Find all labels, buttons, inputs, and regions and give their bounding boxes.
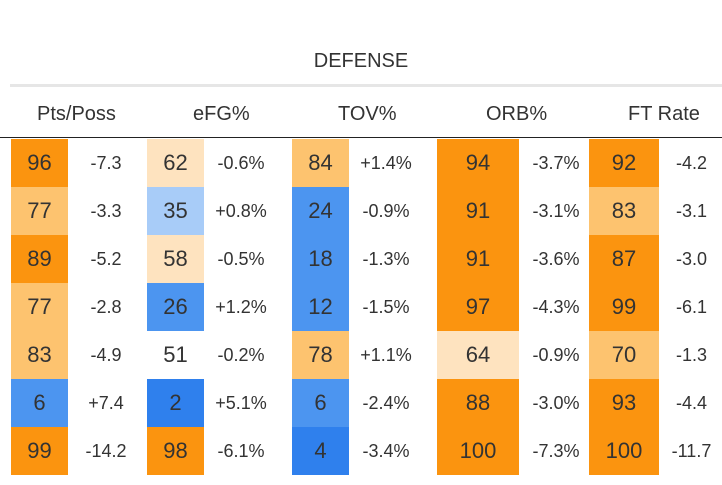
percentile-cell: 84	[292, 139, 349, 187]
change-cell: -6.1	[675, 296, 708, 317]
change-cell: -7.3%	[532, 440, 580, 461]
change-cell: -14.2	[85, 440, 127, 461]
percentile-cell: 94	[437, 139, 519, 187]
percentile-cell: 77	[11, 283, 68, 331]
change-cell: -1.3	[675, 344, 708, 365]
percentile-cell: 4	[292, 427, 349, 475]
percentile-cell: 2	[147, 379, 204, 427]
column-header-ft-rate[interactable]: FT Rate	[628, 103, 700, 125]
percentile-cell: 99	[589, 283, 659, 331]
change-cell: +1.2%	[215, 296, 267, 317]
change-cell: -3.0%	[532, 392, 580, 413]
percentile-cell: 100	[437, 427, 519, 475]
percentile-cell: 12	[292, 283, 349, 331]
change-cell: -3.1	[675, 200, 708, 221]
change-cell: -4.9	[90, 344, 122, 365]
percentile-cell: 88	[437, 379, 519, 427]
column-header-tov[interactable]: TOV%	[338, 103, 397, 125]
percentile-cell: 93	[589, 379, 659, 427]
percentile-cell: 97	[437, 283, 519, 331]
change-cell: +1.1%	[360, 344, 412, 365]
column-header-pts-poss[interactable]: Pts/Poss	[37, 103, 116, 125]
percentile-cell: 24	[292, 187, 349, 235]
change-cell: -3.1%	[532, 200, 580, 221]
column-header-efg[interactable]: eFG%	[193, 103, 250, 125]
change-cell: -3.7%	[532, 152, 580, 173]
change-cell: +7.4	[88, 392, 124, 413]
change-cell: -5.2	[90, 248, 122, 269]
percentile-cell: 87	[589, 235, 659, 283]
change-cell: -0.9%	[362, 200, 410, 221]
change-cell: -0.6%	[217, 152, 265, 173]
change-cell: -0.5%	[217, 248, 265, 269]
percentile-cell: 77	[11, 187, 68, 235]
change-cell: -4.2	[675, 152, 708, 173]
percentile-cell: 6	[11, 379, 68, 427]
change-cell: +5.1%	[215, 392, 267, 413]
change-cell: +0.8%	[215, 200, 267, 221]
percentile-cell: 98	[147, 427, 204, 475]
title-divider	[10, 84, 722, 87]
percentile-cell: 92	[589, 139, 659, 187]
column-header-orb[interactable]: ORB%	[486, 103, 548, 125]
header-divider	[0, 137, 722, 138]
percentile-cell: 78	[292, 331, 349, 379]
percentile-cell: 89	[11, 235, 68, 283]
change-cell: -2.4%	[362, 392, 410, 413]
change-cell: -0.2%	[217, 344, 265, 365]
change-cell: -4.3%	[532, 296, 580, 317]
change-cell: -3.3	[90, 200, 122, 221]
change-cell: -6.1%	[217, 440, 265, 461]
percentile-cell: 83	[11, 331, 68, 379]
change-cell: +1.4%	[360, 152, 412, 173]
percentile-cell: 62	[147, 139, 204, 187]
change-cell: -3.6%	[532, 248, 580, 269]
change-cell: -3.4%	[362, 440, 410, 461]
percentile-cell: 96	[11, 139, 68, 187]
percentile-cell: 70	[589, 331, 659, 379]
percentile-cell: 26	[147, 283, 204, 331]
change-cell: -11.7	[671, 440, 712, 461]
percentile-cell: 99	[11, 427, 68, 475]
change-cell: -1.3%	[362, 248, 410, 269]
percentile-cell: 35	[147, 187, 204, 235]
percentile-cell: 18	[292, 235, 349, 283]
percentile-cell: 58	[147, 235, 204, 283]
section-title: DEFENSE	[313, 50, 409, 72]
percentile-cell: 6	[292, 379, 349, 427]
percentile-cell: 64	[437, 331, 519, 379]
change-cell: -1.5%	[362, 296, 410, 317]
change-cell: -0.9%	[532, 344, 580, 365]
change-cell: -4.4	[675, 392, 708, 413]
percentile-cell: 83	[589, 187, 659, 235]
change-cell: -3.0	[675, 248, 708, 269]
change-cell: -2.8	[90, 296, 122, 317]
percentile-cell: 91	[437, 187, 519, 235]
percentile-cell: 91	[437, 235, 519, 283]
percentile-cell: 100	[589, 427, 659, 475]
change-cell: -7.3	[90, 152, 122, 173]
percentile-cell: 51	[147, 331, 204, 379]
